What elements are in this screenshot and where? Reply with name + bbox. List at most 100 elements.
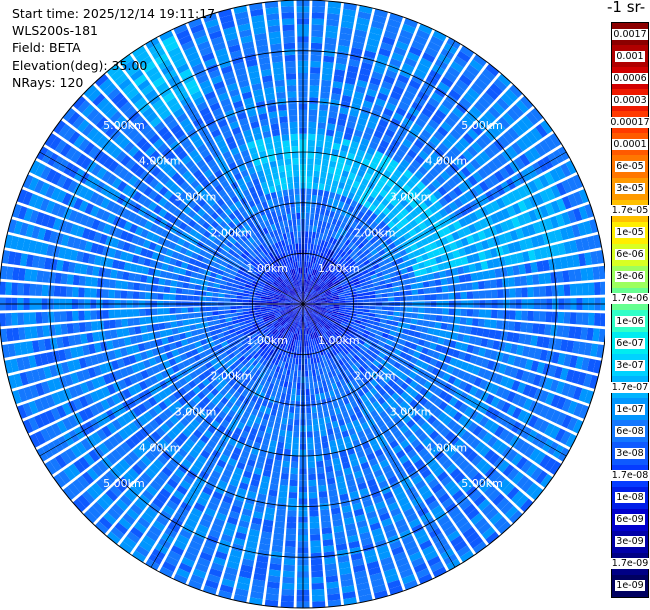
range-gate-cell xyxy=(438,353,446,362)
range-gate-cell xyxy=(478,309,486,318)
range-gate-cell xyxy=(11,282,18,296)
range-gate-cell xyxy=(249,313,256,317)
range-gate-cell xyxy=(123,336,132,346)
range-gate-cell xyxy=(113,432,124,444)
range-gate-cell xyxy=(111,203,121,215)
range-gate-cell xyxy=(194,341,202,348)
range-gate-cell xyxy=(163,315,171,322)
range-gate-cell xyxy=(164,322,172,329)
range-gate-cell xyxy=(192,395,202,404)
range-gate-cell xyxy=(368,141,379,150)
range-gate-cell xyxy=(309,288,314,294)
range-gate-cell xyxy=(60,273,68,285)
range-gate-cell xyxy=(460,256,469,265)
range-gate-cell xyxy=(479,115,492,128)
range-gate-cell xyxy=(496,320,503,330)
range-gate-cell xyxy=(145,485,158,497)
range-gate-cell xyxy=(554,366,563,379)
range-gate-cell xyxy=(271,364,278,372)
range-gate-cell xyxy=(332,309,339,313)
range-gate-cell xyxy=(536,361,546,374)
range-gate-cell xyxy=(270,377,277,385)
range-gate-cell xyxy=(345,325,353,330)
range-gate-cell xyxy=(318,484,327,492)
range-gate-cell xyxy=(321,398,327,406)
range-gate-cell xyxy=(482,270,490,280)
range-gate-cell xyxy=(246,490,257,499)
range-gate-cell xyxy=(377,276,385,282)
range-gate-cell xyxy=(303,310,305,317)
range-gate-cell xyxy=(294,314,298,321)
range-gate-cell xyxy=(308,321,311,328)
range-gate-cell xyxy=(311,345,315,352)
range-gate-cell xyxy=(473,101,487,114)
range-gate-cell xyxy=(66,274,74,285)
range-gate-cell xyxy=(319,294,326,298)
range-gate-cell xyxy=(240,278,247,284)
range-gate-cell xyxy=(180,339,189,347)
range-gate-cell xyxy=(424,307,431,314)
range-gate-cell xyxy=(41,284,49,297)
range-gate-cell xyxy=(433,434,444,445)
range-gate-cell xyxy=(361,362,369,370)
range-gate-cell xyxy=(144,378,153,388)
range-gate-cell xyxy=(491,289,498,299)
range-gate-cell xyxy=(416,63,430,74)
range-gate-cell xyxy=(333,75,344,83)
range-gate-cell xyxy=(119,541,134,554)
range-gate-cell xyxy=(417,288,425,295)
range-gate-cell xyxy=(409,258,418,265)
range-gate-cell xyxy=(207,502,219,512)
range-gate-cell xyxy=(313,284,318,290)
range-gate-cell xyxy=(139,317,147,325)
range-gate-cell xyxy=(415,479,427,491)
range-gate-cell xyxy=(408,469,420,480)
range-gate-cell xyxy=(497,521,512,535)
range-gate-cell xyxy=(29,312,37,325)
range-gate-cell xyxy=(506,449,518,463)
range-gate-cell xyxy=(581,237,590,251)
range-gate-cell xyxy=(306,327,309,335)
range-gate-cell xyxy=(419,268,427,276)
range-gate-cell xyxy=(506,266,514,277)
range-gate-cell xyxy=(296,315,299,322)
range-gate-cell xyxy=(321,275,327,281)
range-gate-cell xyxy=(305,231,309,238)
range-gate-cell xyxy=(565,160,577,175)
range-gate-cell xyxy=(322,539,334,547)
range-gate-cell xyxy=(211,420,220,429)
range-gate-cell xyxy=(293,307,299,312)
range-gate-cell xyxy=(489,512,503,525)
range-gate-cell xyxy=(524,444,536,458)
range-gate-cell xyxy=(174,244,182,253)
range-gate-cell xyxy=(468,374,477,385)
range-gate-cell xyxy=(316,323,322,329)
range-gate-cell xyxy=(350,313,357,317)
range-gate-cell xyxy=(539,190,550,203)
range-gate-cell xyxy=(307,243,311,250)
range-gate-cell xyxy=(7,343,16,357)
range-gate-cell xyxy=(31,340,40,353)
range-gate-cell xyxy=(290,302,297,304)
range-gate-cell xyxy=(310,281,314,288)
range-gate-cell xyxy=(265,407,272,415)
range-gate-cell xyxy=(135,545,150,558)
range-gate-cell xyxy=(141,266,150,275)
range-gate-cell xyxy=(573,402,584,417)
range-gate-cell xyxy=(507,242,516,254)
range-gate-cell xyxy=(431,419,442,429)
range-gate-cell xyxy=(400,307,407,312)
range-gate-cell xyxy=(330,267,337,273)
range-gate-cell xyxy=(160,423,171,434)
range-gate-cell xyxy=(482,164,493,176)
range-gate-cell xyxy=(90,354,99,366)
range-gate-cell xyxy=(360,282,367,287)
range-gate-cell xyxy=(428,404,438,414)
range-gate-cell xyxy=(253,325,261,330)
range-gate-cell xyxy=(255,369,262,377)
range-gate-cell xyxy=(310,48,322,56)
range-gate-cell xyxy=(33,179,45,194)
range-gate-cell xyxy=(90,242,99,254)
range-gate-cell xyxy=(272,301,279,304)
range-gate-cell xyxy=(226,338,234,345)
